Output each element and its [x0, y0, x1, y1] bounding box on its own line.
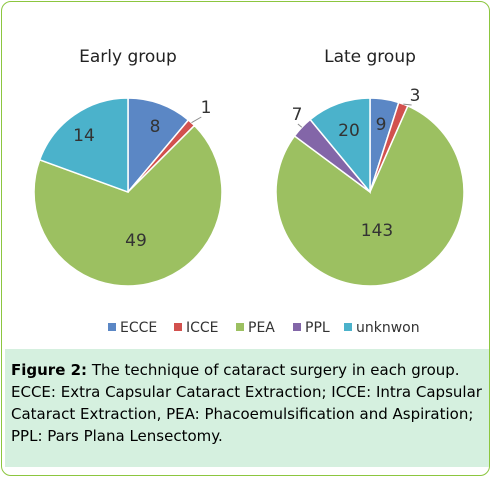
- data-label: 7: [292, 105, 303, 125]
- slice-unknwon: [309, 97, 371, 195]
- legend-item-unknwon: unknwon: [344, 320, 420, 336]
- legend-label: ECCE: [120, 320, 157, 336]
- data-label: 49: [125, 231, 147, 251]
- legend-label: PPL: [305, 320, 330, 336]
- legend-label: ICCE: [186, 320, 219, 336]
- chart-title: Early group: [79, 47, 177, 67]
- slice-pea: [275, 104, 465, 287]
- legend-swatch: [174, 323, 182, 331]
- data-label: 9: [376, 115, 387, 135]
- pie-charts: Early group 8 1 49 14 Late group 9 3 143 7 20 ECCE I…: [33, 47, 465, 336]
- legend-item-icce: ICCE: [174, 320, 219, 336]
- pie-late: Late group 9 3 143 7 20: [275, 47, 465, 287]
- legend-swatch: [293, 323, 301, 331]
- legend-label: unknwon: [356, 320, 420, 336]
- data-label: 8: [150, 117, 161, 137]
- leader-line: [403, 103, 412, 106]
- slice-ecce: [127, 97, 190, 195]
- legend-item-ecce: ECCE: [108, 320, 157, 336]
- slice-unknwon: [38, 97, 129, 194]
- data-label: 3: [410, 86, 421, 106]
- legend-item-ppl: PPL: [293, 320, 330, 336]
- slice-pea: [33, 124, 223, 287]
- caption-label: Figure 2:: [11, 361, 88, 379]
- data-label: 1: [201, 98, 212, 118]
- leader-line: [297, 123, 303, 128]
- pie-early: Early group 8 1 49 14: [33, 47, 223, 287]
- legend-swatch: [344, 323, 352, 331]
- caption-text: The technique of cataract surgery in eac…: [11, 361, 482, 445]
- data-label: 14: [73, 126, 95, 146]
- legend: ECCE ICCE PEA PPL unknwon: [108, 320, 420, 336]
- legend-item-pea: PEA: [236, 320, 275, 336]
- leader-line: [191, 116, 202, 124]
- legend-label: PEA: [248, 320, 275, 336]
- figure-caption: Figure 2: The technique of cataract surg…: [5, 349, 489, 467]
- data-label: 143: [361, 221, 393, 241]
- legend-swatch: [108, 323, 116, 331]
- chart-title: Late group: [324, 47, 416, 67]
- data-label: 20: [338, 121, 360, 141]
- legend-swatch: [236, 323, 244, 331]
